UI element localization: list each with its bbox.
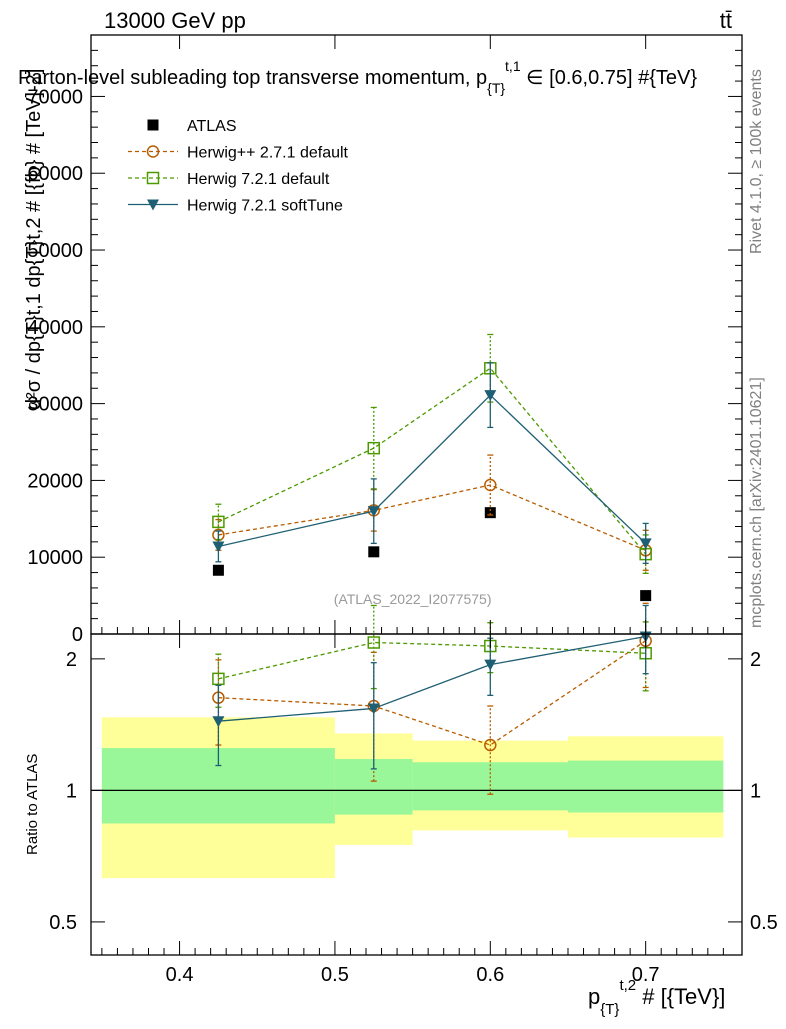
xlabel-sup: t,2 [619, 977, 636, 994]
main-ytick-label: 30000 [27, 394, 83, 416]
legend-label-2: Herwig 7.2.1 default [187, 171, 330, 188]
legend-marker-1 [146, 145, 160, 158]
main-ytick-label: 0 [72, 624, 83, 646]
mcplots-label: mcplots.cern.ch [arXiv:2401.10621] [748, 377, 765, 628]
main-line-herwig-7-2-1-softtune [218, 394, 647, 548]
main-ytick-label: 20000 [27, 470, 83, 492]
rivet-version-label: Rivet 4.1.0, ≥ 100k events [748, 69, 765, 254]
xlabel-tail: # [{TeV}] [636, 984, 725, 1009]
legend-label-3: Herwig 7.2.1 softTune [187, 198, 343, 215]
xlabel-main: p [588, 984, 600, 1009]
main-point-herwig-7-2-1-default-0 [212, 515, 225, 529]
ratio-line-herwig-7-2-1-default [218, 641, 646, 680]
ratio-xlabel: p{T}t,2 # [{TeV}] [588, 977, 725, 1018]
legend-label-1: Herwig++ 2.7.1 default [187, 145, 349, 162]
chart-title: Parton-level subleading top transverse m… [18, 58, 697, 96]
uncertainty-band-inner-3 [567, 760, 724, 813]
ratio-line-herwig-7-2-1-softtune [218, 635, 646, 722]
chart-title-sup: t,1 [505, 58, 521, 74]
ratio-xtick-label: 0.5 [321, 964, 349, 986]
main-ytick-label: 50000 [27, 240, 83, 262]
main-ylabel: d²σ / dp{T}t,1 dp{T}t,2 # [{fb} # [TeV]-… [23, 69, 45, 410]
main-point-atlas-2 [484, 507, 496, 519]
ratio-xtick-label: 0.6 [476, 964, 504, 986]
ratio-line-herwig-2-7-1-default [218, 640, 647, 746]
main-point-atlas-3 [640, 590, 652, 602]
legend-marker-2 [146, 171, 160, 185]
main-line-herwig-2-7-1-default [218, 484, 646, 551]
ratio-point-herwig-7-2-1-softtune-2 [484, 659, 497, 671]
main-ytick-label: 40000 [27, 317, 83, 339]
main-point-herwig-7-2-1-default-1 [367, 441, 381, 455]
ratio-ytick-label-right: 0.5 [750, 912, 778, 934]
chart-title-main: Parton-level subleading top transverse m… [18, 67, 487, 89]
main-point-herwig-7-2-1-softtune-1 [367, 506, 380, 518]
legend-label-0: ATLAS [187, 118, 237, 135]
chart-title-tail: ∈ [0.6,0.75] #{TeV} [521, 67, 698, 89]
ratio-point-herwig-7-2-1-default-0 [212, 672, 225, 686]
xlabel-sub: {T} [600, 1001, 619, 1018]
ratio-ytick-label-left: 2 [66, 649, 77, 671]
uncertainty-band-inner-2 [412, 762, 568, 811]
ratio-point-herwig-7-2-1-softtune-0 [212, 716, 225, 728]
ratio-ytick-label-right: 2 [750, 649, 761, 671]
ratio-ylabel: Ratio to ATLAS [24, 754, 41, 855]
axis-labels: 0 10000 20000 30000 40000 50000 60000 70000 0.4 0… [18, 34, 778, 1018]
main-point-herwig-7-2-1-softtune-3 [639, 538, 652, 550]
energy-label: 13000 GeV pp [104, 8, 246, 33]
ratio-xtick-label: 0.4 [166, 964, 194, 986]
main-point-atlas-0 [212, 564, 224, 576]
legend: ATLAS Herwig++ 2.7.1 default Herwig 7.2.1 … [128, 118, 349, 215]
ratio-ytick-label-right: 1 [750, 780, 761, 802]
ratio-xtick-label: 0.7 [632, 964, 660, 986]
ratio-ytick-label-left: 0.5 [49, 912, 77, 934]
main-point-atlas-1 [368, 546, 380, 558]
main-ytick-label: 70000 [27, 86, 83, 108]
main-ytick-label: 60000 [27, 163, 83, 185]
ratio-frame [90, 633, 743, 956]
legend-marker-3 [147, 199, 159, 211]
ratio-ytick-label-left: 1 [66, 780, 77, 802]
main-ytick-label: 10000 [27, 547, 83, 569]
ratio-point-herwig-2-7-1-default-2 [484, 738, 497, 752]
process-label: tt̄ [720, 8, 732, 33]
ratio-point-herwig-7-2-1-softtune-1 [367, 703, 380, 715]
legend-marker-0 [147, 119, 159, 131]
main-point-herwig-2-7-1-default-2 [484, 478, 497, 492]
main-panel: (ATLAS_2022_I2077575) [212, 333, 652, 607]
main-line-herwig-7-2-1-default [218, 367, 647, 555]
analysis-watermark: (ATLAS_2022_I2077575) [334, 591, 492, 607]
ratio-panel [91, 602, 742, 879]
main-point-herwig-7-2-1-softtune-2 [484, 390, 497, 402]
chart-title-sub: {T} [487, 80, 505, 96]
ratio-point-herwig-7-2-1-default-1 [367, 636, 381, 649]
main-point-herwig-7-2-1-softtune-0 [212, 541, 225, 553]
